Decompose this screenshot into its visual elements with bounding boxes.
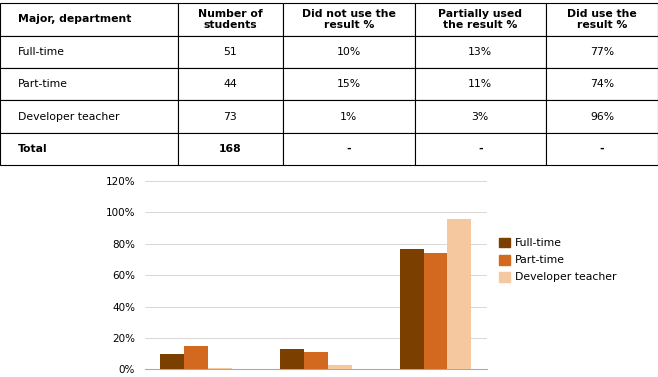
Bar — [304, 352, 328, 369]
Bar — [328, 365, 352, 369]
Legend: Full-time, Part-time, Developer teacher: Full-time, Part-time, Developer teacher — [499, 238, 617, 282]
Bar — [184, 346, 208, 369]
Bar — [280, 349, 304, 369]
Bar — [447, 219, 471, 369]
Bar — [161, 354, 184, 369]
Bar — [208, 368, 232, 369]
Bar — [424, 253, 447, 369]
Bar — [399, 248, 424, 369]
